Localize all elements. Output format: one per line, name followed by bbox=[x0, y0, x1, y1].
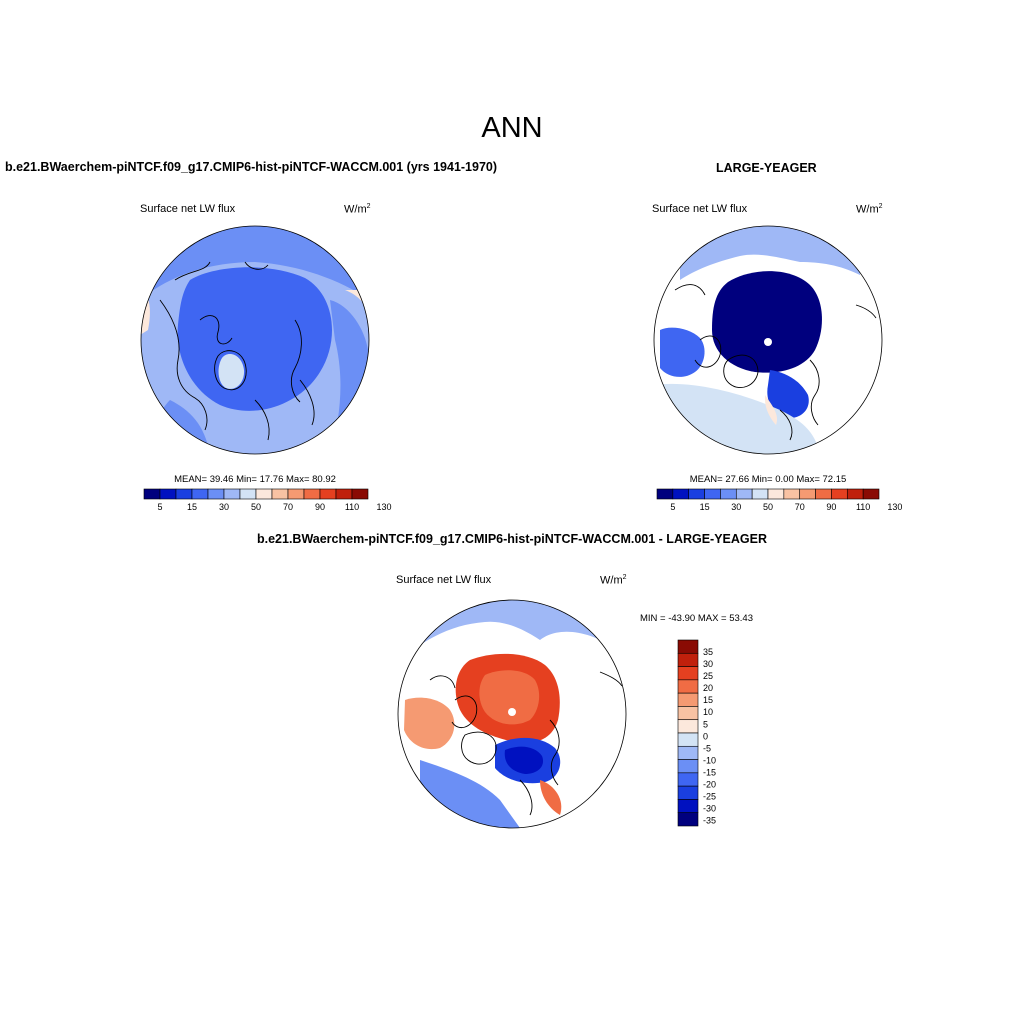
colorbar-tick-label: -20 bbox=[703, 780, 716, 790]
colorbar-swatch bbox=[677, 732, 699, 747]
colorbar-swatch bbox=[207, 488, 225, 500]
colorbar-swatch bbox=[677, 679, 699, 694]
minmax-label: MIN = -43.90 MAX = 53.43 bbox=[640, 613, 754, 624]
colorbar-swatch bbox=[175, 488, 193, 500]
colorbar-swatch bbox=[191, 488, 209, 500]
colorbar-swatch bbox=[335, 488, 353, 500]
colorbar-swatch bbox=[351, 488, 369, 500]
colorbar-tick-label: -30 bbox=[703, 804, 716, 814]
colorbar-swatch bbox=[159, 488, 177, 500]
colorbar-tick-label: 30 bbox=[731, 502, 741, 512]
map-obs bbox=[654, 226, 882, 454]
map-border bbox=[140, 225, 370, 455]
colorbar-tick-label: 15 bbox=[700, 502, 710, 512]
colorbar-tick-label: 70 bbox=[795, 502, 805, 512]
colorbar-diff: 35 30 25 20 15 10 5 0 -5 -10 -15 -20 -25 -30 -35 bbox=[677, 639, 716, 827]
colorbar-swatch bbox=[767, 488, 785, 500]
colorbar-swatch bbox=[303, 488, 321, 500]
colorbar-tick-label: -10 bbox=[703, 755, 716, 765]
colorbar-swatch bbox=[783, 488, 801, 500]
units-label: W/m2 bbox=[856, 203, 883, 216]
colorbar-swatch bbox=[735, 488, 753, 500]
colorbar-swatch bbox=[677, 652, 699, 667]
colorbar-tick-label: 5 bbox=[157, 502, 162, 512]
colorbar-swatch bbox=[704, 488, 721, 500]
colorbar-tick-label: -25 bbox=[703, 792, 716, 802]
map-border bbox=[653, 225, 883, 455]
coastlines-diff bbox=[429, 671, 623, 816]
colorbar-tick-label: 25 bbox=[703, 671, 713, 681]
colorbar-tick-label: 15 bbox=[187, 502, 197, 512]
coastlines-obs bbox=[674, 284, 877, 441]
colorbar-swatch bbox=[720, 488, 737, 500]
colorbar-swatch bbox=[677, 772, 699, 787]
coastlines-model bbox=[159, 261, 315, 441]
colorbar-tick-label: 30 bbox=[219, 502, 229, 512]
units-label: W/m2 bbox=[600, 574, 627, 587]
colorbar-tick-label: 30 bbox=[703, 659, 713, 669]
stats-label-obs: MEAN= 27.66 Min= 0.00 Max= 72.15 bbox=[690, 474, 847, 485]
colorbar-tick-label: -15 bbox=[703, 767, 716, 777]
colorbar-tick-label: -5 bbox=[703, 743, 711, 753]
colorbar-model: 5 15 30 50 70 90 110 130 bbox=[143, 488, 392, 512]
colorbar-tick-label: 70 bbox=[283, 502, 293, 512]
main-title: ANN bbox=[481, 112, 543, 144]
colorbar-swatch bbox=[677, 745, 699, 760]
colorbar-swatch bbox=[862, 488, 880, 500]
colorbar-swatch bbox=[677, 666, 699, 681]
colorbar-swatch bbox=[677, 785, 699, 800]
colorbar-tick-label: 5 bbox=[703, 719, 708, 729]
colorbar-swatch bbox=[799, 488, 816, 500]
colorbar-tick-label: 90 bbox=[315, 502, 325, 512]
colorbar-swatch bbox=[677, 692, 699, 707]
colorbar-swatch bbox=[672, 488, 690, 500]
colorbar-swatch bbox=[815, 488, 832, 500]
colorbar-swatch bbox=[319, 488, 337, 500]
colorbar-tick-label: 0 bbox=[703, 731, 708, 741]
colorbar-tick-label: 35 bbox=[703, 647, 713, 657]
colorbar-swatch bbox=[677, 759, 699, 774]
colorbar-swatch bbox=[239, 488, 257, 500]
colorbar-tick-label: 15 bbox=[703, 695, 713, 705]
colorbar-tick-label: 90 bbox=[826, 502, 836, 512]
colorbar-swatch bbox=[846, 488, 864, 500]
colorbar-swatch bbox=[751, 488, 769, 500]
colorbar-swatch bbox=[223, 488, 241, 500]
panel-title-diff: b.e21.BWaerchem-piNTCF.f09_g17.CMIP6-his… bbox=[256, 532, 768, 546]
colorbar-tick-label: 50 bbox=[763, 502, 773, 512]
colorbar-swatch bbox=[688, 488, 705, 500]
colorbar-swatch bbox=[287, 488, 305, 500]
colorbar-tick-label: 50 bbox=[251, 502, 261, 512]
colorbar-swatch bbox=[677, 639, 699, 654]
colorbar-swatch bbox=[255, 488, 273, 500]
stats-label-model: MEAN= 39.46 Min= 17.76 Max= 80.92 bbox=[174, 474, 336, 485]
map-diff bbox=[398, 600, 626, 828]
colorbar-swatch bbox=[271, 488, 289, 500]
colorbar-tick-label: 110 bbox=[856, 502, 870, 512]
colorbar-swatch bbox=[831, 488, 848, 500]
colorbar-tick-label: 10 bbox=[703, 707, 713, 717]
variable-label: Surface net LW flux bbox=[396, 574, 492, 586]
colorbar-tick-label: 5 bbox=[670, 502, 675, 512]
variable-label: Surface net LW flux bbox=[140, 203, 236, 215]
colorbar-tick-label: 130 bbox=[887, 502, 902, 512]
colorbar-swatch bbox=[677, 799, 699, 814]
units-label: W/m2 bbox=[344, 203, 371, 216]
panel-title-model: b.e21.BWaerchem-piNTCF.f09_g17.CMIP6-his… bbox=[5, 160, 498, 174]
colorbar-tick-label: 110 bbox=[345, 502, 359, 512]
colorbar-swatch bbox=[677, 719, 699, 734]
colorbar-swatch bbox=[677, 812, 699, 827]
colorbar-tick-label: -35 bbox=[703, 816, 716, 826]
colorbar-swatch bbox=[143, 488, 161, 500]
panel-title-obs: LARGE-YEAGER bbox=[716, 161, 817, 175]
map-border bbox=[397, 599, 627, 829]
colorbar-swatch bbox=[656, 488, 674, 500]
colorbar-tick-label: 20 bbox=[703, 683, 713, 693]
colorbar-obs: 5 15 30 50 70 90 110 130 bbox=[656, 488, 902, 512]
colorbar-swatch bbox=[677, 706, 699, 721]
colorbar-tick-label: 130 bbox=[376, 502, 391, 512]
variable-label: Surface net LW flux bbox=[652, 203, 748, 215]
